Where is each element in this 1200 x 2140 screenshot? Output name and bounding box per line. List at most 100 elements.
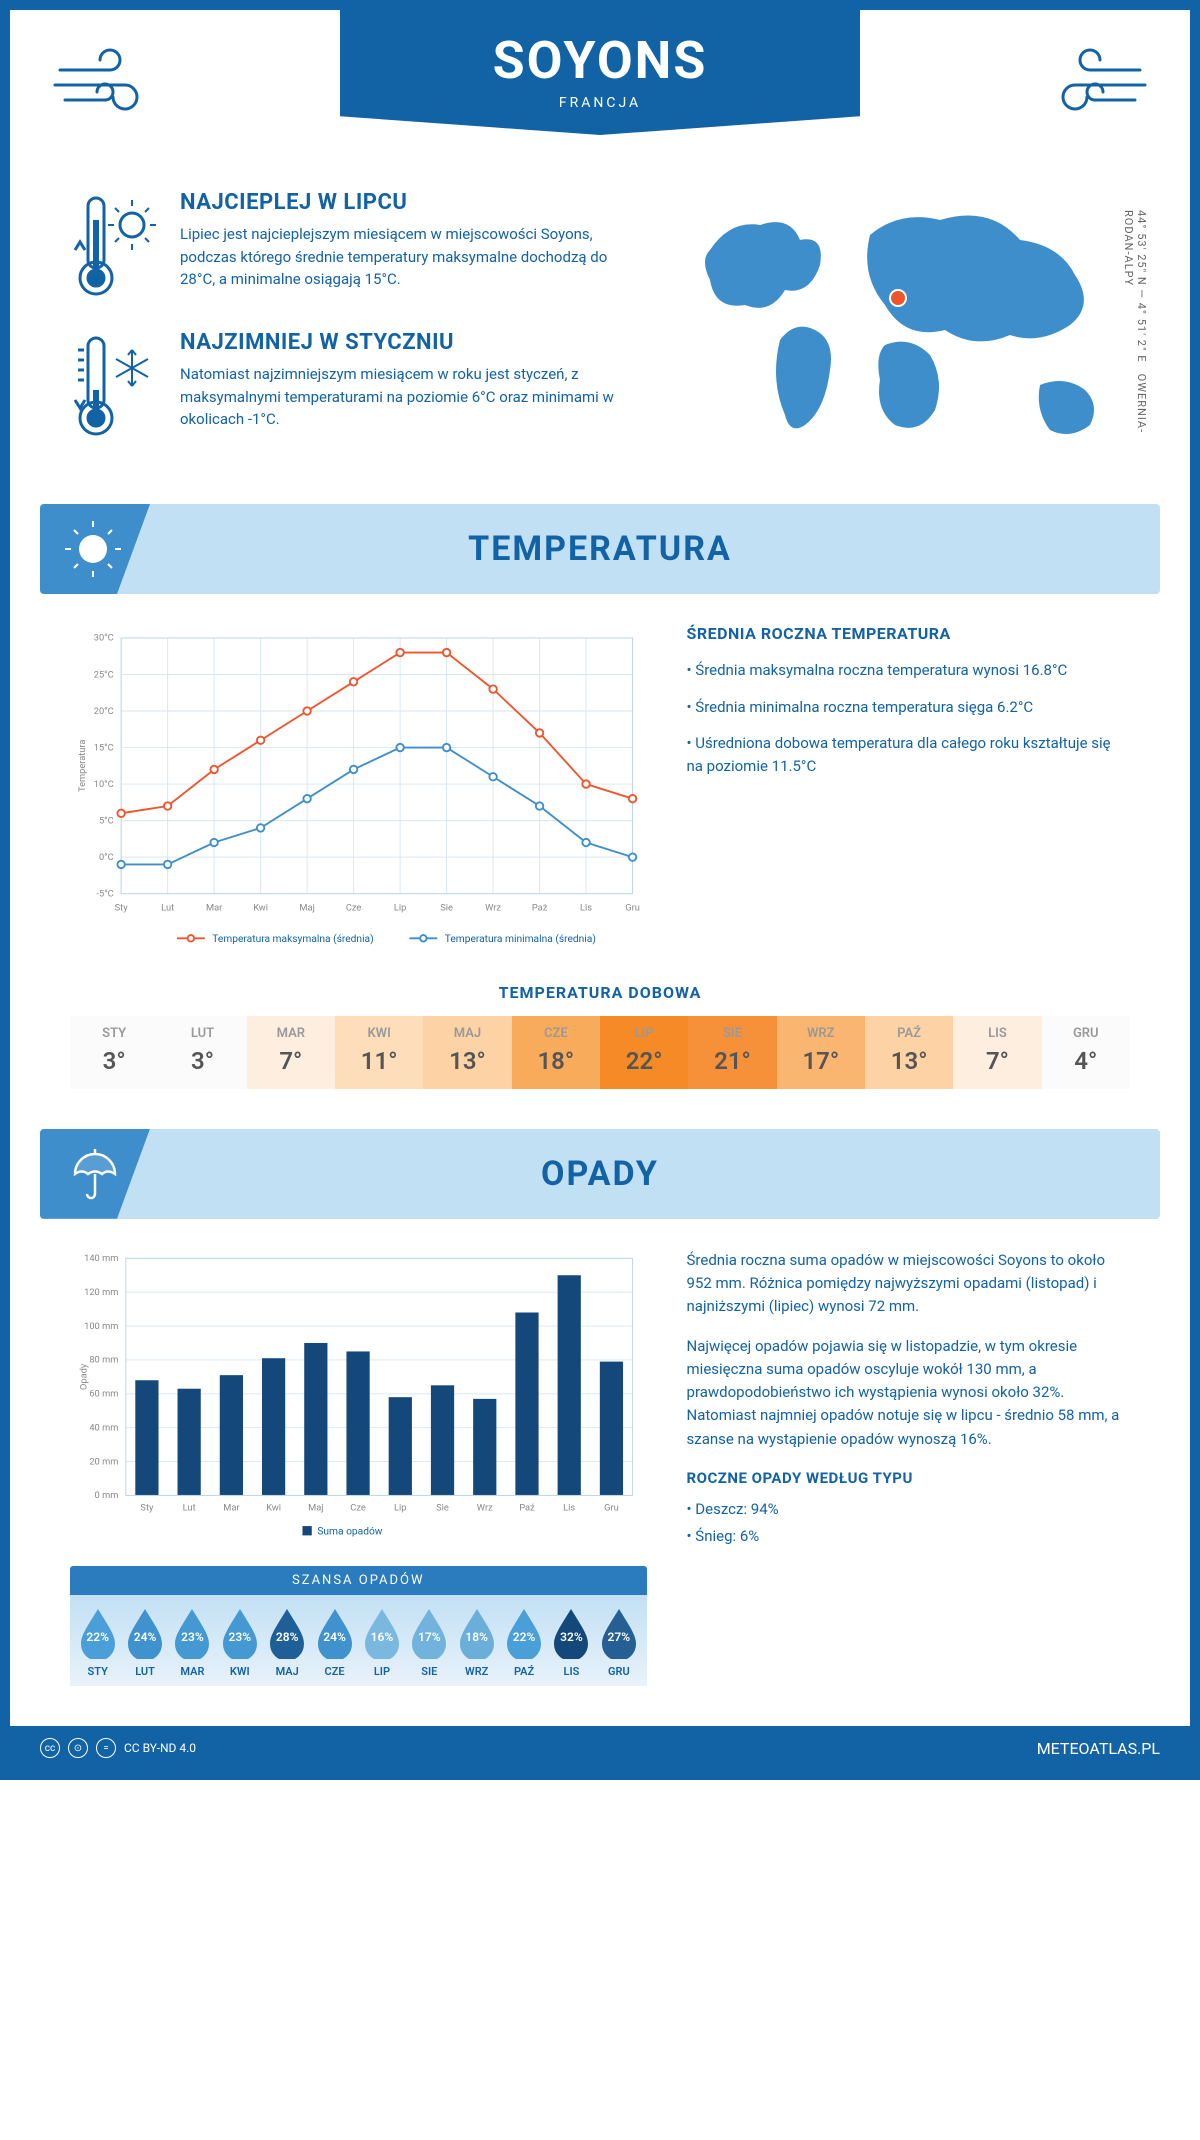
svg-text:0°C: 0°C: [99, 852, 114, 863]
svg-text:Sty: Sty: [115, 902, 129, 913]
warmest-text: Lipiec jest najcieplejszym miesiącem w m…: [180, 223, 640, 291]
coordinates: 44° 53' 25" N — 4° 51' 2" E OWERNIA-RODA…: [1122, 210, 1148, 474]
svg-text:0 mm: 0 mm: [95, 1490, 119, 1501]
precip-p2: Najwięcej opadów pojawia się w listopadz…: [687, 1335, 1130, 1451]
precip-title: OPADY: [541, 1154, 659, 1194]
svg-text:20°C: 20°C: [94, 706, 114, 717]
svg-text:100 mm: 100 mm: [84, 1321, 118, 1332]
svg-text:Maj: Maj: [299, 902, 314, 913]
svg-text:Gru: Gru: [604, 1502, 619, 1513]
svg-text:Mar: Mar: [206, 902, 223, 913]
svg-text:Paż: Paż: [532, 902, 548, 913]
precip-chance-panel: SZANSA OPADÓW 22%STY24%LUT23%MAR23%KWI28…: [70, 1566, 647, 1686]
szansa-cell: 32%LIS: [548, 1607, 595, 1678]
temperature-section-bar: TEMPERATURA: [40, 504, 1160, 594]
svg-text:Cze: Cze: [346, 902, 362, 913]
thermometer-cold-icon: [70, 330, 160, 444]
license: cc ⊙ = CC BY-ND 4.0: [40, 1738, 196, 1758]
szansa-cell: 17%SIE: [406, 1607, 453, 1678]
svg-text:30°C: 30°C: [94, 633, 114, 644]
svg-text:Temperatura minimalna (średnia: Temperatura minimalna (średnia): [445, 933, 596, 945]
szansa-cell: 22%PAŹ: [500, 1607, 547, 1678]
dobowa-cell: MAJ13°: [423, 1016, 511, 1089]
svg-text:5°C: 5°C: [99, 815, 114, 826]
by-icon: ⊙: [68, 1738, 88, 1758]
svg-text:Paź: Paź: [519, 1502, 535, 1513]
dobowa-cell: LIS7°: [953, 1016, 1041, 1089]
svg-text:Maj: Maj: [308, 1502, 323, 1513]
svg-text:10°C: 10°C: [94, 779, 114, 790]
sun-icon: [40, 504, 150, 594]
dobowa-cell: LIP22°: [600, 1016, 688, 1089]
svg-text:Mar: Mar: [223, 1502, 240, 1513]
svg-text:40 mm: 40 mm: [89, 1422, 118, 1433]
city-title: SOYONS: [340, 30, 860, 91]
svg-text:Sie: Sie: [440, 902, 453, 913]
svg-text:80 mm: 80 mm: [89, 1354, 118, 1365]
szansa-cell: 23%MAR: [169, 1607, 216, 1678]
temp-annot-title: ŚREDNIA ROCZNA TEMPERATURA: [687, 624, 1130, 643]
precip-section-bar: OPADY: [40, 1129, 1160, 1219]
svg-text:Lip: Lip: [394, 1502, 406, 1513]
svg-text:Sty: Sty: [140, 1502, 154, 1513]
dobowa-title: TEMPERATURA DOBOWA: [70, 983, 1130, 1002]
country-label: FRANCJA: [340, 95, 860, 111]
temperature-body: -5°C0°C5°C10°C15°C20°C25°C30°CStyLutMarK…: [10, 594, 1190, 983]
coldest-block: NAJZIMNIEJ W STYCZNIU Natomiast najzimni…: [70, 330, 640, 444]
temp-annot-b3: • Uśredniona dobowa temperatura dla całe…: [687, 732, 1130, 777]
warmest-block: NAJCIEPLEJ W LIPCU Lipiec jest najcieple…: [70, 190, 640, 304]
dobowa-cell: CZE18°: [512, 1016, 600, 1089]
svg-text:-5°C: -5°C: [96, 888, 113, 899]
precip-bar-chart: 0 mm20 mm40 mm60 mm80 mm100 mm120 mm140 …: [70, 1249, 647, 1547]
svg-text:Lis: Lis: [563, 1502, 575, 1513]
svg-text:Cze: Cze: [350, 1502, 366, 1513]
svg-text:Suma opadów: Suma opadów: [317, 1526, 382, 1537]
precip-p1: Średnia roczna suma opadów w miejscowośc…: [687, 1249, 1130, 1319]
svg-text:Sie: Sie: [436, 1502, 449, 1513]
dobowa-cell: SIE21°: [688, 1016, 776, 1089]
coldest-title: NAJZIMNIEJ W STYCZNIU: [180, 330, 640, 355]
overview-text-column: NAJCIEPLEJ W LIPCU Lipiec jest najcieple…: [70, 190, 640, 474]
szansa-cell: 24%LUT: [121, 1607, 168, 1678]
thermometer-hot-icon: [70, 190, 160, 304]
warmest-title: NAJCIEPLEJ W LIPCU: [180, 190, 640, 215]
szansa-cell: 16%LIP: [358, 1607, 405, 1678]
szansa-cell: 22%STY: [74, 1607, 121, 1678]
umbrella-icon: [40, 1129, 150, 1219]
svg-text:20 mm: 20 mm: [89, 1456, 118, 1467]
svg-text:140 mm: 140 mm: [84, 1253, 118, 1264]
daily-temperature-table: TEMPERATURA DOBOWA STY3°LUT3°MAR7°KWI11°…: [10, 983, 1190, 1129]
title-ribbon: SOYONS FRANCJA: [340, 10, 860, 135]
dobowa-cell: KWI11°: [335, 1016, 423, 1089]
temp-annot-b1: • Średnia maksymalna roczna temperatura …: [687, 659, 1130, 682]
dobowa-cell: GRU4°: [1042, 1016, 1130, 1089]
svg-text:Wrz: Wrz: [485, 902, 501, 913]
precip-bar-chart-wrap: 0 mm20 mm40 mm60 mm80 mm100 mm120 mm140 …: [70, 1249, 647, 1687]
page-wrap: SOYONS FRANCJA NAJCIEPLEJ W LIPCU Lipiec…: [0, 0, 1200, 1780]
site-name: METEOATLAS.PL: [1037, 1739, 1160, 1758]
precip-annotation: Średnia roczna suma opadów w miejscowośc…: [687, 1249, 1130, 1687]
dobowa-cell: LUT3°: [158, 1016, 246, 1089]
svg-text:Lis: Lis: [580, 902, 592, 913]
svg-text:Kwi: Kwi: [253, 902, 268, 913]
szansa-cell: 28%MAJ: [264, 1607, 311, 1678]
precip-body: 0 mm20 mm40 mm60 mm80 mm100 mm120 mm140 …: [10, 1219, 1190, 1707]
precip-type1: • Deszcz: 94%: [687, 1498, 1130, 1521]
svg-text:Wrz: Wrz: [477, 1502, 493, 1513]
wind-decoration-left: [50, 40, 160, 130]
svg-text:25°C: 25°C: [94, 669, 114, 680]
world-map: 44° 53' 25" N — 4° 51' 2" E OWERNIA-RODA…: [670, 190, 1130, 474]
cc-icon: cc: [40, 1738, 60, 1758]
svg-text:Opady: Opady: [79, 1363, 90, 1390]
precip-type2: • Śnieg: 6%: [687, 1525, 1130, 1548]
coldest-text: Natomiast najzimniejszym miesiącem w rok…: [180, 363, 640, 431]
coords-latlon: 44° 53' 25" N — 4° 51' 2" E: [1135, 210, 1148, 362]
szansa-cell: 27%GRU: [595, 1607, 642, 1678]
svg-text:60 mm: 60 mm: [89, 1388, 118, 1399]
header: SOYONS FRANCJA: [10, 10, 1190, 180]
dobowa-cell: PAŹ13°: [865, 1016, 953, 1089]
temperature-annotation: ŚREDNIA ROCZNA TEMPERATURA • Średnia mak…: [687, 624, 1130, 963]
szansa-cell: 18%WRZ: [453, 1607, 500, 1678]
dobowa-cell: WRZ17°: [777, 1016, 865, 1089]
precip-type-title: ROCZNE OPADY WEDŁUG TYPU: [687, 1467, 1130, 1490]
